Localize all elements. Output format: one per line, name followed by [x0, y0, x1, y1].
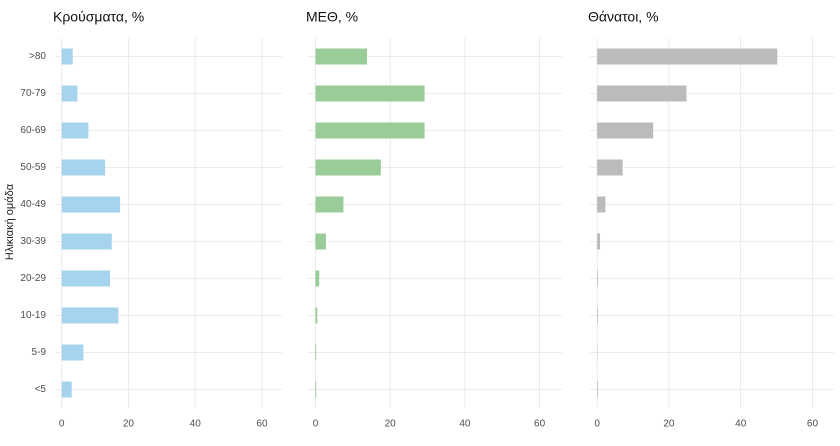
x-tick-label: 20: [385, 419, 397, 430]
y-tick-label: >80: [29, 51, 46, 62]
bar: [61, 85, 78, 102]
x-tick-label: 20: [123, 419, 135, 430]
x-tick-label: 60: [534, 419, 546, 430]
bar: [597, 270, 598, 287]
x-tick-label: 60: [807, 419, 819, 430]
x-tick-label: 40: [735, 419, 747, 430]
y-tick-label: 50-59: [20, 162, 46, 173]
bar: [61, 159, 106, 176]
bar: [61, 233, 112, 250]
x-tick-label: 0: [594, 419, 600, 430]
bar: [597, 233, 601, 250]
bar: [61, 122, 89, 139]
bar: [315, 48, 368, 65]
y-tick-label: 40-49: [20, 199, 46, 210]
bar: [597, 122, 654, 139]
bar: [315, 307, 318, 324]
bar: [597, 381, 598, 398]
y-tick-label: 5-9: [32, 347, 47, 358]
bar: [61, 307, 119, 324]
x-tick-label: 0: [313, 419, 319, 430]
bar: [597, 48, 778, 65]
bar: [315, 159, 381, 176]
y-tick-label: 10-19: [20, 310, 46, 321]
bar: [61, 196, 121, 213]
bar: [597, 85, 687, 102]
x-tick-label: 0: [59, 419, 65, 430]
y-tick-label: 30-39: [20, 236, 46, 247]
x-tick-label: 40: [190, 419, 202, 430]
bar: [315, 122, 425, 139]
bar: [315, 233, 326, 250]
y-tick-label: <5: [35, 384, 47, 395]
bar: [315, 85, 425, 102]
bar: [315, 344, 317, 361]
bar: [315, 270, 320, 287]
bar: [61, 48, 73, 65]
y-tick-label: 70-79: [20, 88, 46, 99]
panel-title: Κρούσματα, %: [53, 9, 144, 25]
bar: [597, 196, 606, 213]
bar: [597, 159, 623, 176]
bar: [61, 270, 111, 287]
bar: [315, 196, 344, 213]
bar: [597, 307, 598, 324]
y-tick-label: 60-69: [20, 125, 46, 136]
x-tick-label: 20: [663, 419, 675, 430]
x-tick-label: 40: [459, 419, 471, 430]
bar: [315, 381, 317, 398]
x-tick-label: 60: [256, 419, 268, 430]
bar: [61, 344, 84, 361]
y-tick-label: 20-29: [20, 273, 46, 284]
panel-title: ΜΕΘ, %: [306, 9, 358, 25]
y-axis-label: Ηλικιακή ομάδα: [4, 183, 16, 260]
bar: [61, 381, 72, 398]
panel-title: Θάνατοι, %: [588, 9, 659, 25]
